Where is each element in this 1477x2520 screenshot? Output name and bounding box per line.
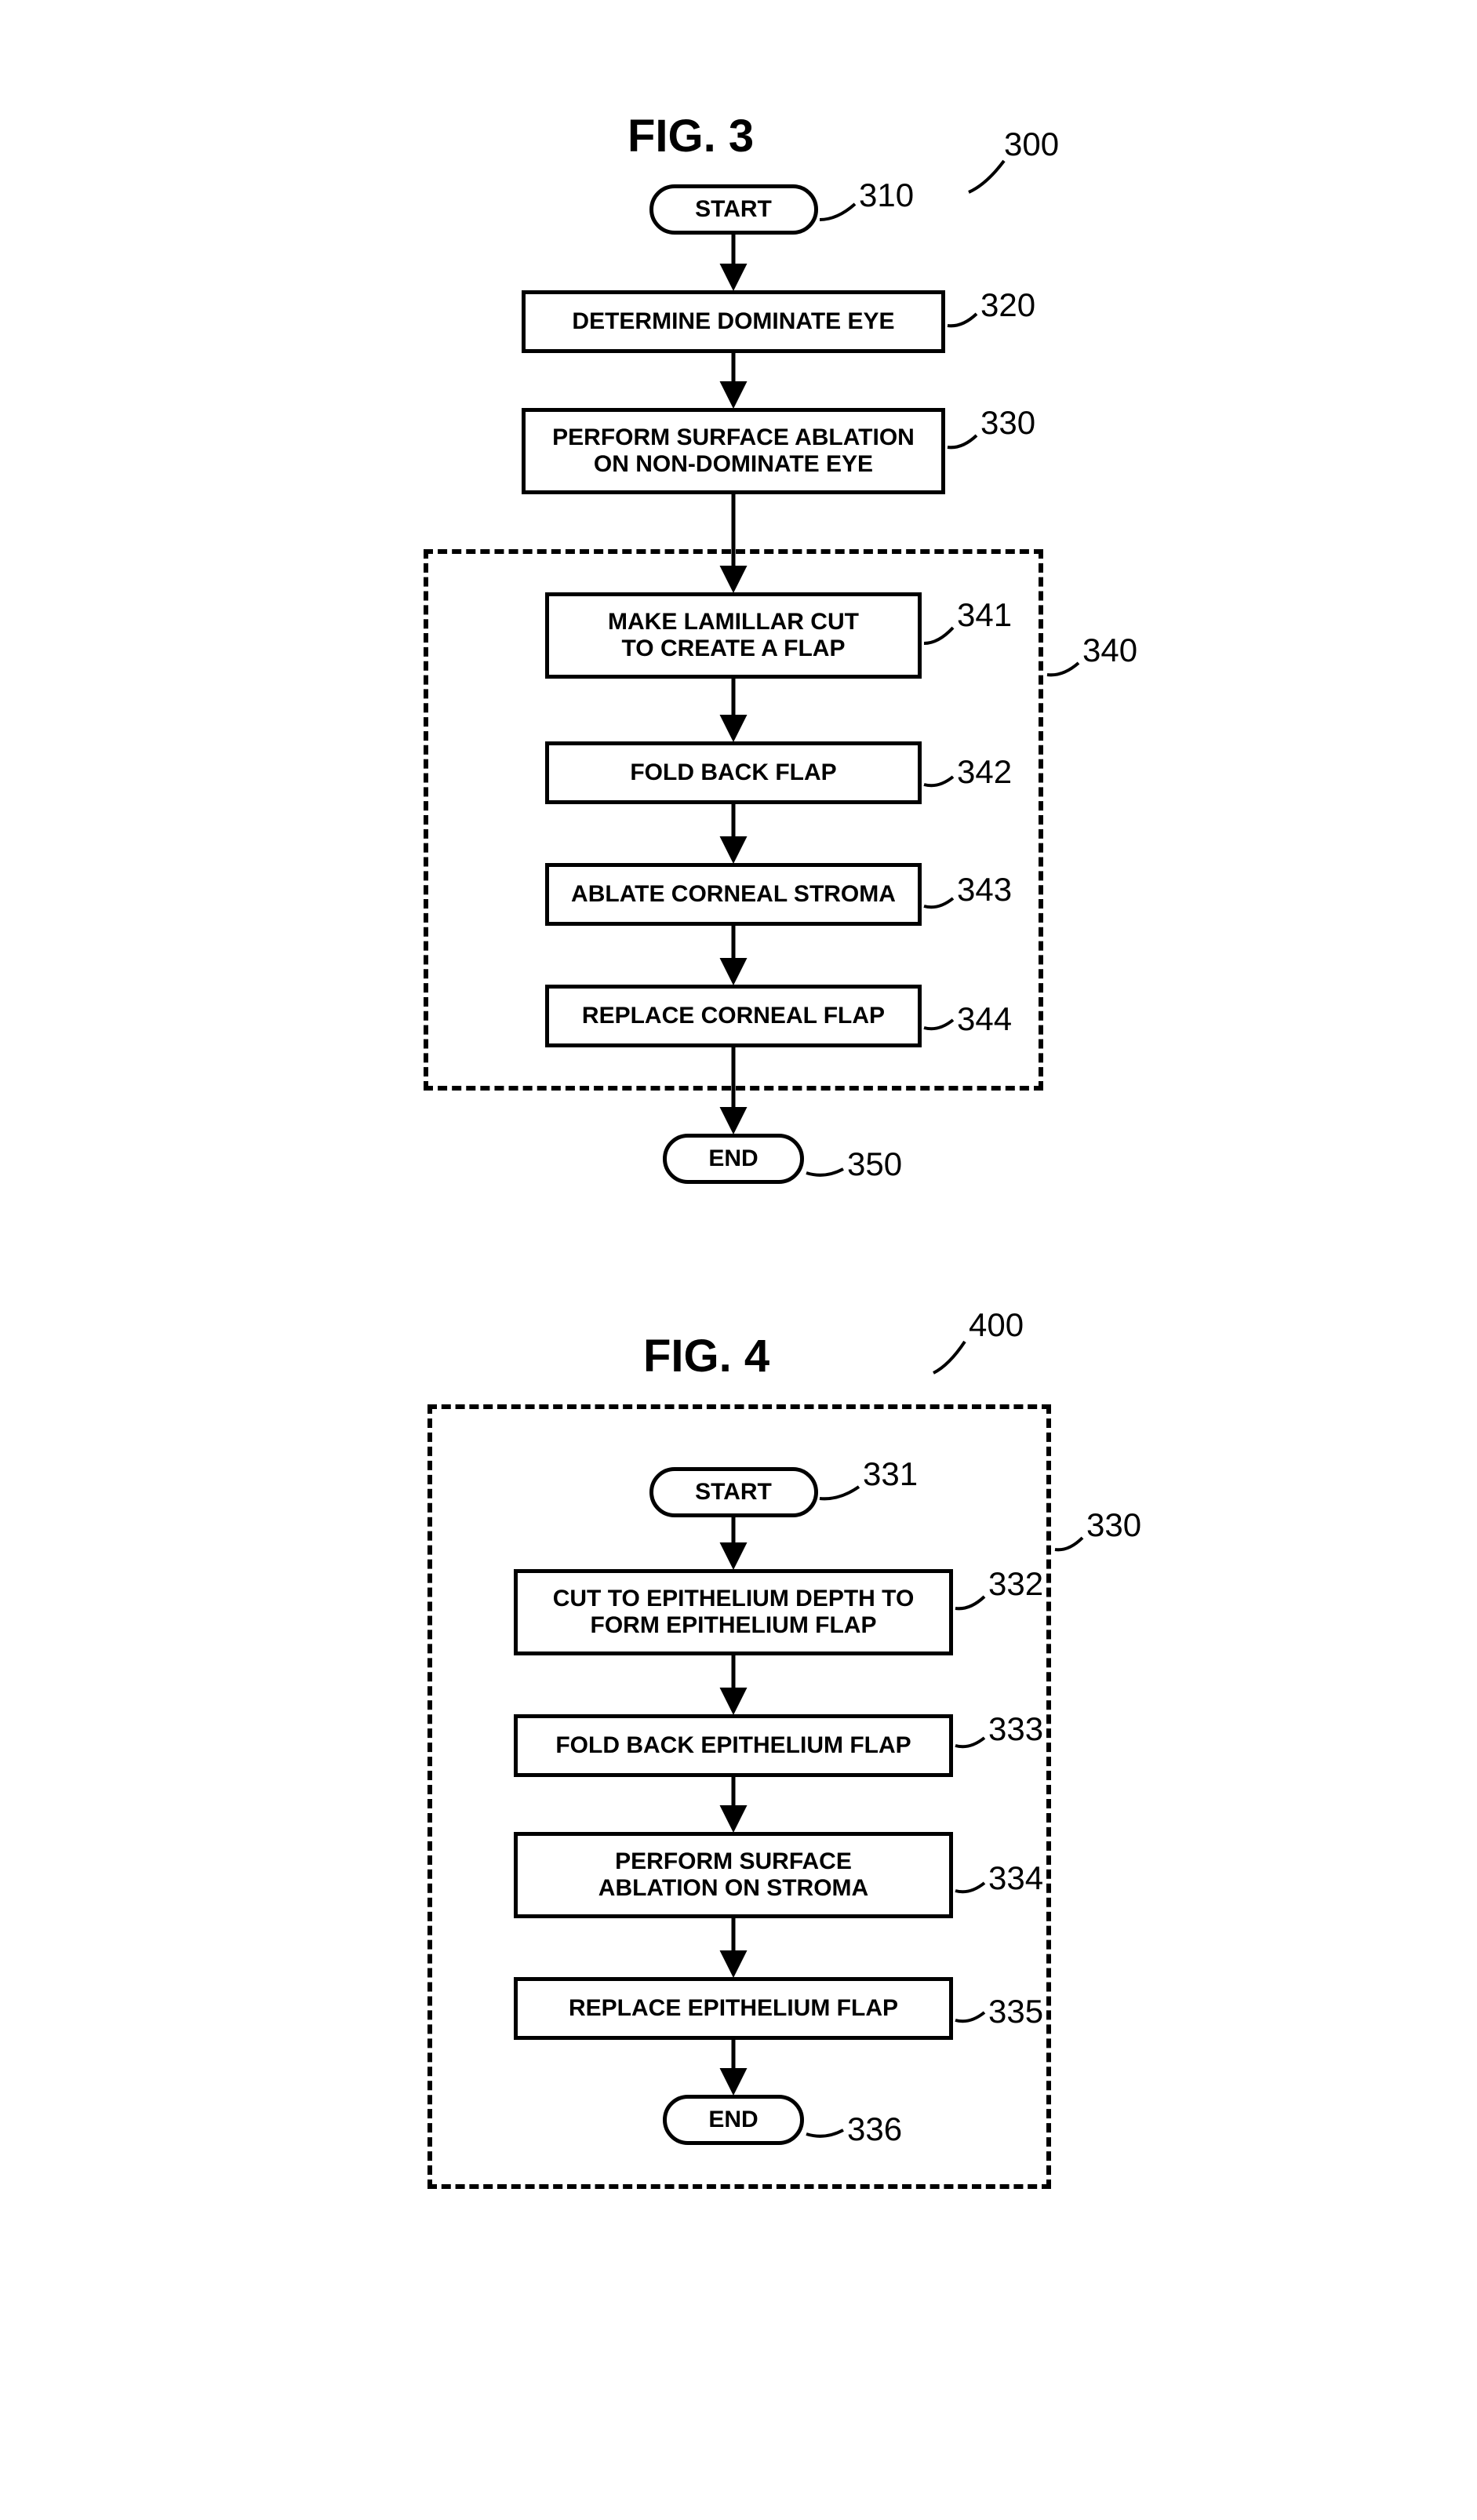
fig3-leader-330	[948, 435, 977, 447]
fig3-ref-320: 320	[980, 286, 1035, 324]
fig3-title: FIG. 3	[628, 110, 754, 162]
fig4-n334-process: PERFORM SURFACEABLATION ON STROMA	[514, 1832, 953, 1918]
fig3-n342-process: FOLD BACK FLAP	[545, 741, 922, 804]
fig4-ref-331: 331	[863, 1455, 918, 1493]
fig3-n330-process: PERFORM SURFACE ABLATIONON NON-DOMINATE …	[522, 408, 945, 494]
fig4-leader-330	[1055, 1538, 1082, 1550]
fig4-leader-400	[933, 1342, 965, 1373]
fig3-n344-process: REPLACE CORNEAL FLAP	[545, 985, 922, 1047]
fig3-n343-process: ABLATE CORNEAL STROMA	[545, 863, 922, 926]
fig3-ref-300: 300	[1004, 126, 1059, 163]
fig4-title: FIG. 4	[643, 1330, 769, 1382]
fig3-ref-350: 350	[847, 1145, 902, 1183]
page-root: FIG. 3 START DETERMINE DOMINATE EYE PERFORM…	[0, 0, 1477, 2520]
fig3-leader-310	[820, 204, 855, 220]
fig3-leader-340	[1047, 663, 1079, 675]
fig4-end-terminal: END	[663, 2095, 804, 2145]
fig4-ref-336: 336	[847, 2110, 902, 2148]
fig4-ref-334: 334	[988, 1859, 1043, 1897]
fig3-start-terminal: START	[649, 184, 818, 235]
fig3-n341-process: MAKE LAMILLAR CUTTO CREATE A FLAP	[545, 592, 922, 679]
fig4-n333-process: FOLD BACK EPITHELIUM FLAP	[514, 1714, 953, 1777]
fig3-n320-process: DETERMINE DOMINATE EYE	[522, 290, 945, 353]
fig4-ref-400: 400	[969, 1306, 1024, 1344]
fig4-ref-332: 332	[988, 1565, 1043, 1603]
fig3-leader-300	[969, 161, 1004, 192]
fig4-ref-335: 335	[988, 1993, 1043, 2030]
fig4-ref-330: 330	[1086, 1506, 1141, 1544]
fig3-ref-340: 340	[1082, 632, 1137, 669]
fig4-ref-333: 333	[988, 1710, 1043, 1748]
fig3-end-terminal: END	[663, 1134, 804, 1184]
fig4-start-terminal: START	[649, 1467, 818, 1517]
fig3-ref-341: 341	[957, 596, 1012, 634]
fig4-n335-process: REPLACE EPITHELIUM FLAP	[514, 1977, 953, 2040]
fig3-leader-320	[948, 314, 977, 326]
fig3-ref-343: 343	[957, 871, 1012, 909]
fig4-n332-process: CUT TO EPITHELIUM DEPTH TOFORM EPITHELIU…	[514, 1569, 953, 1655]
fig3-leader-350	[806, 1169, 843, 1175]
fig3-ref-310: 310	[859, 177, 914, 214]
fig3-ref-344: 344	[957, 1000, 1012, 1038]
fig3-ref-342: 342	[957, 753, 1012, 791]
fig4-dashed-group	[427, 1404, 1051, 2189]
fig3-ref-330: 330	[980, 404, 1035, 442]
